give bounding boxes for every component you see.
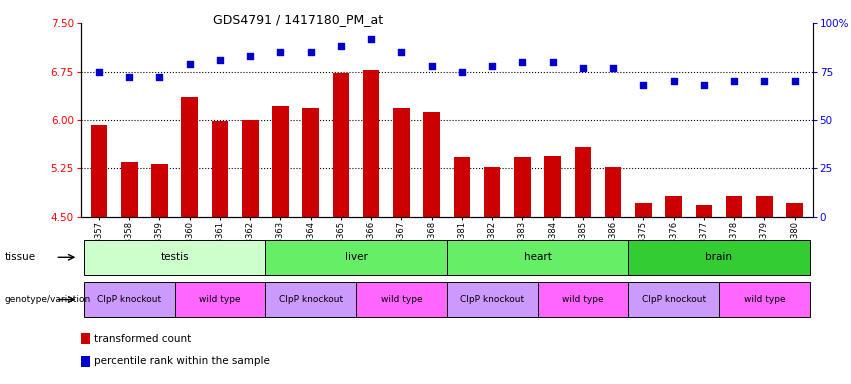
Bar [695, 205, 712, 217]
Text: genotype/variation: genotype/variation [4, 295, 90, 304]
Point [757, 78, 771, 84]
Point [243, 53, 257, 59]
Point [152, 74, 166, 80]
Text: wild type: wild type [562, 295, 603, 304]
Text: ClpP knockout: ClpP knockout [97, 295, 162, 304]
Bar [635, 203, 652, 217]
Bar [212, 121, 228, 217]
Bar [447, 282, 538, 317]
Bar [665, 196, 682, 217]
Text: GDS4791 / 1417180_PM_at: GDS4791 / 1417180_PM_at [213, 13, 383, 26]
Bar [151, 164, 168, 217]
Point [304, 49, 317, 55]
Bar [266, 282, 356, 317]
Bar [538, 282, 628, 317]
Point [545, 59, 559, 65]
Text: transformed count: transformed count [94, 334, 191, 344]
Bar [719, 282, 809, 317]
Bar [84, 240, 266, 275]
Bar [363, 70, 380, 217]
Text: wild type: wild type [744, 295, 785, 304]
Text: testis: testis [160, 252, 189, 262]
Point [395, 49, 408, 55]
Bar [302, 108, 319, 217]
Bar [756, 196, 773, 217]
Bar [393, 108, 409, 217]
Bar [266, 240, 447, 275]
Bar [181, 98, 198, 217]
Text: brain: brain [705, 252, 733, 262]
Text: liver: liver [345, 252, 368, 262]
Bar [726, 196, 742, 217]
Text: percentile rank within the sample: percentile rank within the sample [94, 356, 270, 366]
Bar [484, 167, 500, 217]
Text: heart: heart [523, 252, 551, 262]
Bar [91, 125, 107, 217]
Bar [81, 356, 90, 367]
Point [637, 82, 650, 88]
Bar [628, 282, 719, 317]
Bar [272, 106, 288, 217]
Text: ClpP knockout: ClpP knockout [278, 295, 343, 304]
Text: wild type: wild type [380, 295, 422, 304]
Text: tissue: tissue [4, 252, 36, 262]
Point [213, 57, 226, 63]
Bar [447, 240, 628, 275]
Bar [356, 282, 447, 317]
Bar [333, 73, 349, 217]
Bar [174, 282, 266, 317]
Point [728, 78, 741, 84]
Text: ClpP knockout: ClpP knockout [642, 295, 705, 304]
Bar [628, 240, 809, 275]
Point [667, 78, 681, 84]
Point [576, 65, 590, 71]
Point [364, 35, 378, 41]
Point [788, 78, 802, 84]
Bar [242, 120, 259, 217]
Bar [423, 112, 440, 217]
Bar [786, 203, 802, 217]
Bar [81, 333, 90, 344]
Bar [121, 162, 138, 217]
Bar [454, 157, 471, 217]
Point [485, 63, 499, 69]
Point [183, 61, 197, 67]
Bar [84, 282, 174, 317]
Bar [574, 147, 591, 217]
Point [516, 59, 529, 65]
Bar [514, 157, 531, 217]
Point [334, 43, 348, 50]
Point [697, 82, 711, 88]
Bar [545, 156, 561, 217]
Point [455, 68, 469, 74]
Point [274, 49, 288, 55]
Point [123, 74, 136, 80]
Point [425, 63, 438, 69]
Text: ClpP knockout: ClpP knockout [460, 295, 524, 304]
Bar [605, 167, 621, 217]
Text: wild type: wild type [199, 295, 241, 304]
Point [92, 68, 106, 74]
Point [606, 65, 620, 71]
